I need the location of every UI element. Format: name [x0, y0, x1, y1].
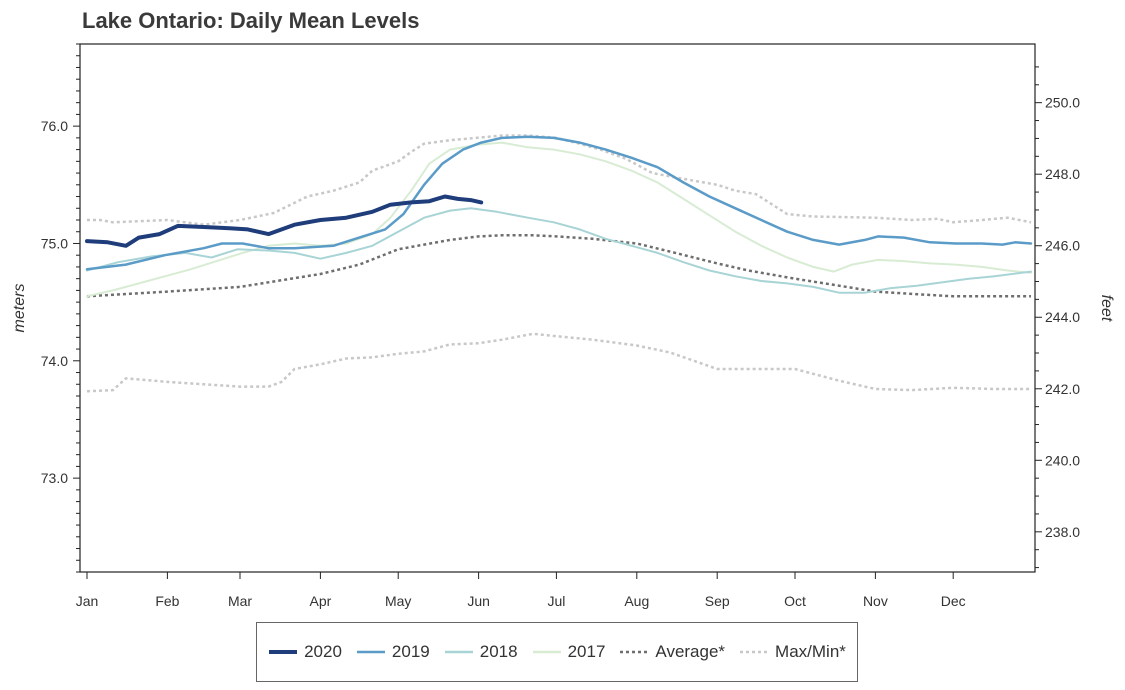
- y2-axis-title: feet: [1098, 295, 1115, 322]
- y-axis-title: meters: [11, 284, 28, 333]
- legend-swatch: [620, 650, 649, 654]
- legend-swatch: [444, 650, 473, 654]
- legend-swatch: [269, 650, 298, 654]
- y2-tick-label: 250.0: [1045, 95, 1080, 111]
- legend-item: 2019: [356, 642, 430, 662]
- x-tick-label: Aug: [624, 593, 649, 609]
- legend-swatch: [532, 650, 561, 654]
- legend-item: 2018: [444, 642, 518, 662]
- series-line-2018: [86, 207, 1032, 294]
- x-tick-label: Dec: [941, 593, 966, 609]
- legend-label: Average*: [655, 642, 726, 661]
- legend-label: 2017: [567, 642, 606, 661]
- x-tick-label: Jun: [467, 593, 490, 609]
- y2-tick-label: 246.0: [1045, 238, 1080, 254]
- legend-item: Max/Min*: [739, 642, 846, 662]
- chart: 73.0 74.0 75.0 76.0 238.0 240.0 242.0 244.0 246.…: [11, 43, 1115, 609]
- chart-title: Lake Ontario: Daily Mean Levels: [82, 8, 420, 33]
- legend-swatch: [356, 650, 385, 654]
- axes: 73.0 74.0 75.0 76.0 238.0 240.0 242.0 244.0 246.…: [41, 43, 1080, 609]
- y-tick-label: 75.0: [41, 235, 68, 251]
- x-tick-label: Jul: [547, 593, 565, 609]
- legend-item: Average*: [619, 642, 725, 662]
- y2-tick-label: 240.0: [1045, 452, 1080, 468]
- series-line-2020: [85, 194, 484, 248]
- x-tick-label: Mar: [228, 593, 252, 609]
- x-tick-label: Feb: [155, 593, 179, 609]
- legend-label: Max/Min*: [775, 642, 846, 661]
- y-tick-label: 76.0: [41, 118, 68, 134]
- legend: 2020 2019 2018 2017 Average* Max/Min*: [256, 622, 858, 682]
- legend-swatch: [740, 650, 769, 654]
- legend-item: 2020: [268, 642, 342, 662]
- plot-area: [79, 43, 1036, 573]
- y2-tick-label: 244.0: [1045, 309, 1080, 325]
- legend-label: 2018: [479, 642, 518, 661]
- series-line-maxmin: [86, 332, 1031, 393]
- legend-item: 2017: [532, 642, 606, 662]
- x-tick-label: Oct: [784, 593, 806, 609]
- series-line-2019: [85, 135, 1033, 271]
- y2-tick-label: 248.0: [1045, 166, 1080, 182]
- y-tick-label: 74.0: [41, 353, 68, 369]
- series-layer: [85, 134, 1033, 393]
- y2-tick-label: 242.0: [1045, 381, 1080, 397]
- x-tick-label: Jan: [76, 593, 99, 609]
- legend-label: 2020: [304, 642, 342, 661]
- y-tick-label: 73.0: [41, 470, 68, 486]
- x-tick-label: Nov: [863, 593, 888, 609]
- x-tick-label: Apr: [310, 593, 332, 609]
- x-tick-label: Sep: [705, 593, 730, 609]
- x-tick-label: May: [385, 593, 411, 609]
- legend-label: 2019: [391, 642, 430, 661]
- y2-tick-label: 238.0: [1045, 524, 1080, 540]
- series-line-average: [86, 234, 1031, 298]
